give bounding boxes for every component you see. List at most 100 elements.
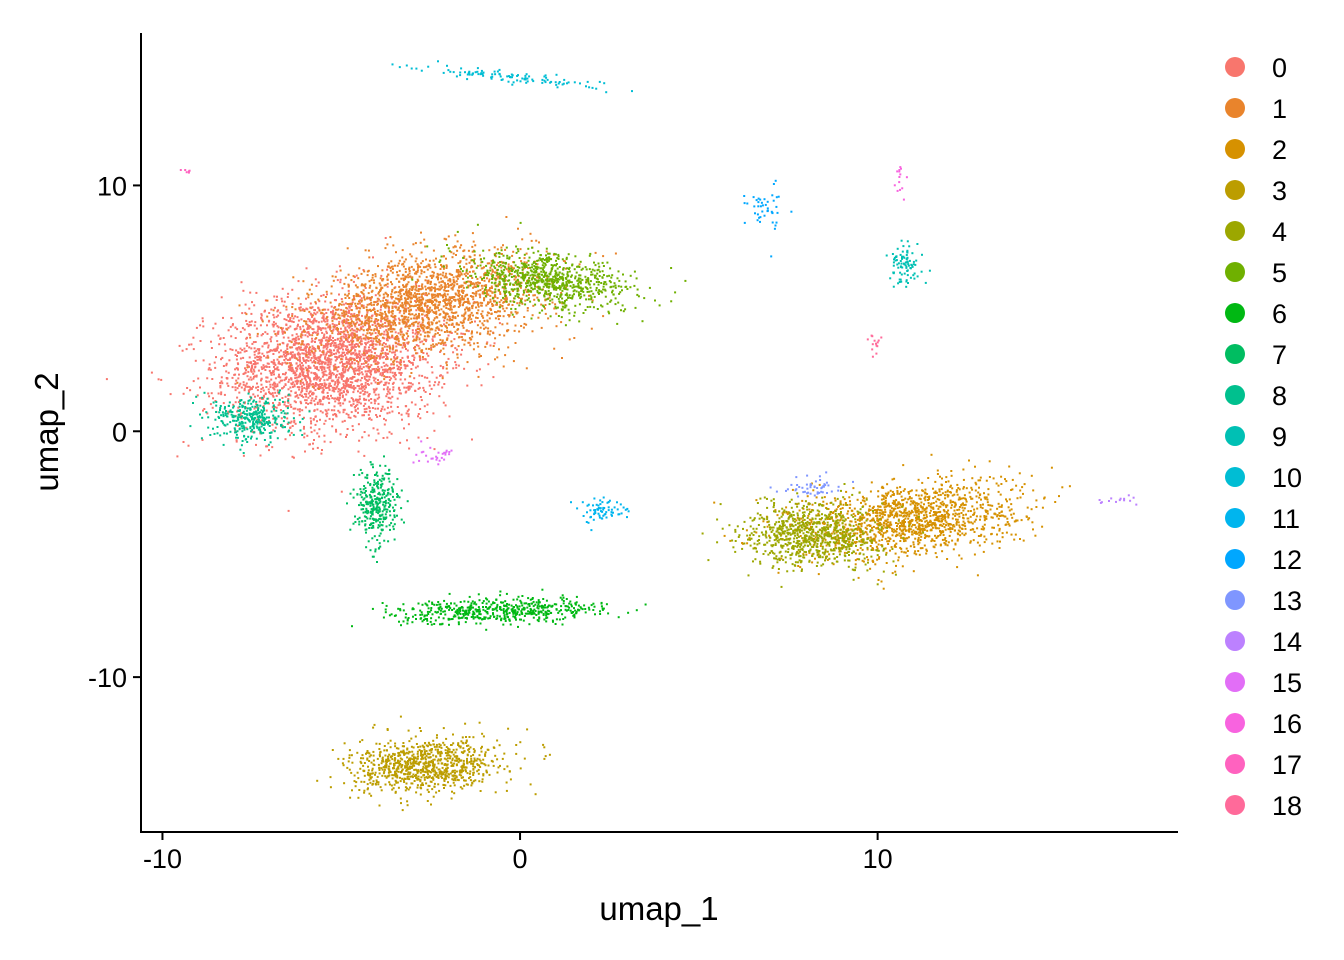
point xyxy=(492,332,495,335)
point xyxy=(470,338,473,341)
point xyxy=(408,303,411,306)
point xyxy=(444,341,447,344)
point xyxy=(386,317,389,320)
point xyxy=(455,311,458,314)
point xyxy=(407,408,410,411)
point xyxy=(406,318,409,321)
point xyxy=(445,303,447,305)
point xyxy=(261,320,264,323)
point xyxy=(327,386,330,389)
point xyxy=(826,558,829,561)
point xyxy=(323,368,326,370)
point xyxy=(314,375,317,378)
point xyxy=(239,347,242,350)
point xyxy=(339,340,341,343)
point xyxy=(326,320,329,323)
point xyxy=(371,276,374,279)
point xyxy=(253,363,256,366)
point xyxy=(304,345,307,348)
point xyxy=(317,347,320,350)
point xyxy=(271,349,274,352)
point xyxy=(404,367,407,370)
point xyxy=(477,305,480,308)
point xyxy=(342,375,345,377)
point xyxy=(391,371,394,374)
point xyxy=(544,307,546,310)
point xyxy=(511,266,514,269)
point xyxy=(376,382,379,385)
point xyxy=(373,328,376,331)
point xyxy=(441,377,444,380)
point xyxy=(406,410,409,413)
point xyxy=(425,338,428,341)
point xyxy=(465,274,467,277)
point xyxy=(278,375,280,378)
point xyxy=(401,288,404,291)
point xyxy=(443,299,446,302)
point xyxy=(486,303,489,305)
point xyxy=(965,498,967,501)
cluster-2-points xyxy=(713,453,1071,590)
point xyxy=(300,390,303,393)
point xyxy=(902,498,905,501)
point xyxy=(390,377,393,380)
point xyxy=(312,418,315,421)
point xyxy=(389,236,392,239)
point xyxy=(292,276,295,279)
point xyxy=(445,361,448,364)
point xyxy=(287,388,290,391)
point xyxy=(897,518,900,521)
point xyxy=(462,292,465,294)
point xyxy=(368,320,371,323)
point xyxy=(221,356,224,359)
point xyxy=(406,283,409,286)
point xyxy=(398,372,401,375)
point xyxy=(293,419,296,422)
point xyxy=(444,314,447,317)
point xyxy=(417,344,420,347)
point xyxy=(948,534,951,537)
point xyxy=(469,283,472,285)
point xyxy=(275,422,277,425)
point xyxy=(252,377,255,380)
point xyxy=(360,300,363,303)
point xyxy=(434,381,437,384)
point xyxy=(344,297,347,299)
point xyxy=(398,259,401,262)
point xyxy=(917,538,920,541)
point xyxy=(518,301,521,304)
point xyxy=(325,336,328,339)
point xyxy=(957,498,960,501)
point xyxy=(441,340,444,343)
point xyxy=(986,498,989,501)
point xyxy=(461,338,464,341)
point xyxy=(328,371,331,374)
point xyxy=(253,350,256,353)
point xyxy=(343,336,346,339)
point xyxy=(199,324,202,327)
point xyxy=(251,301,253,304)
point xyxy=(805,523,808,526)
point xyxy=(531,314,534,317)
point xyxy=(940,483,943,486)
point xyxy=(286,351,289,353)
point xyxy=(487,301,489,304)
point xyxy=(398,285,401,288)
point xyxy=(406,349,409,352)
point xyxy=(456,240,459,243)
point xyxy=(235,440,238,443)
point xyxy=(249,387,252,389)
point xyxy=(420,325,423,328)
point xyxy=(396,302,399,305)
point xyxy=(388,320,391,322)
point xyxy=(384,247,387,250)
point xyxy=(357,378,360,381)
point xyxy=(354,349,357,352)
point xyxy=(434,329,437,332)
point xyxy=(418,304,421,307)
point xyxy=(297,297,300,300)
point xyxy=(386,334,389,337)
point xyxy=(455,348,458,351)
point xyxy=(383,284,386,287)
point xyxy=(252,363,255,365)
